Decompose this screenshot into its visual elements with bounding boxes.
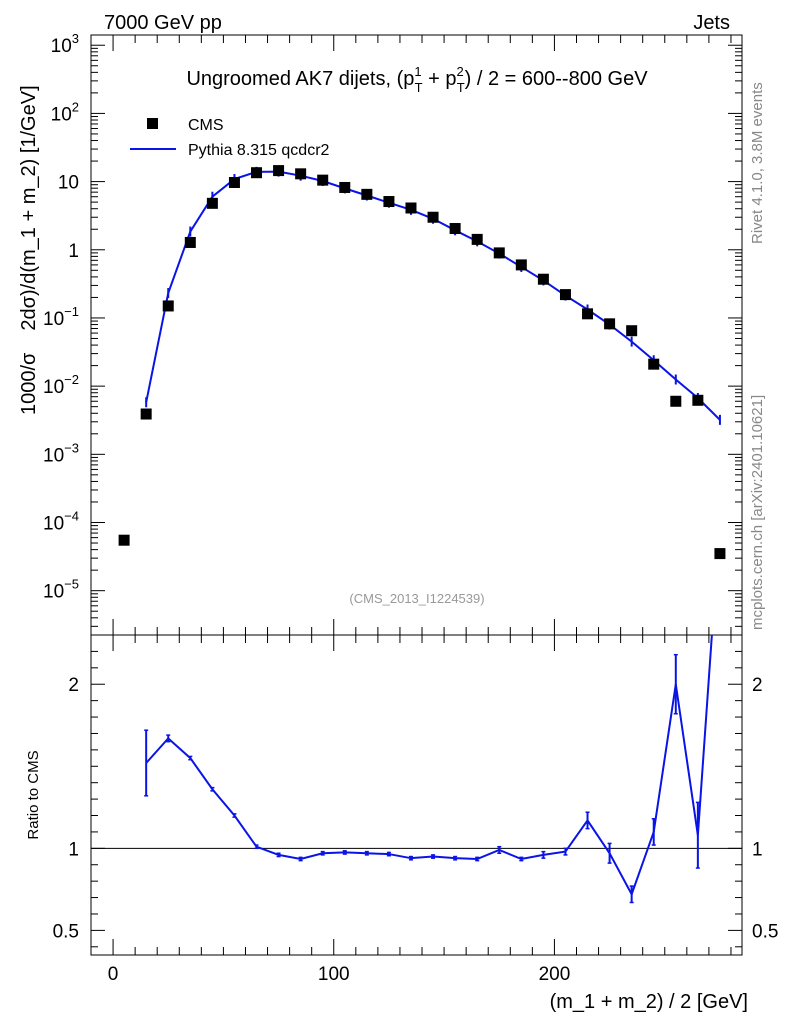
analysis-label: (CMS_2013_I1224539) [349,591,484,606]
y-tick-base: 10 [43,582,64,603]
ratio-y-tick-label-left: 2 [68,675,79,696]
legend-mc-label: Pythia 8.315 qcdcr2 [188,142,330,159]
y-tick-label: 10 [58,173,79,194]
y-tick-label: 10−3 [43,440,79,466]
ratio-axis-ticks [90,634,742,955]
ratio-y-tick-label-right: 2 [752,675,763,696]
data-point [714,548,726,560]
main-axis-ticks [90,35,742,635]
ratio-y-tick-label-left: 1 [68,839,79,860]
data-point [405,202,417,214]
ratio-y-tick-label-right: 0.5 [752,921,778,942]
y-tick-base: 10 [58,173,79,194]
data-point [162,300,174,312]
y-tick-label: 102 [51,99,79,125]
data-point [251,167,263,179]
y-tick-label: 103 [51,31,79,57]
legend-cms-marker [147,118,158,129]
data-point [295,168,307,180]
x-tick-label: 200 [539,964,571,985]
data-series [118,165,726,560]
title-part-2: + p [423,68,457,90]
y-tick-label: 10−2 [43,372,79,398]
y-tick-exponent: −5 [64,577,79,592]
title-sup-1: 1 [414,64,421,79]
main-y-axis-label-right: 2dσ)/d(m_1 + m_2) [1/GeV] [18,85,40,330]
data-point [515,259,527,271]
data-point [559,289,571,301]
data-point [339,181,351,193]
ratio-y-axis-label: Ratio to CMS [25,750,42,839]
y-tick-exponent: −2 [64,372,79,387]
data-point [118,534,130,546]
y-tick-exponent: −4 [64,509,79,524]
x-tick-labels: 0 100 200 [108,964,570,985]
data-point [273,165,285,177]
ratio-line [145,635,713,897]
ratio-y-tick-label-left: 0.5 [53,921,79,942]
header-beam: 7000 GeV pp [104,12,222,34]
data-point [471,233,483,245]
mc-series [145,166,721,425]
y-tick-base: 10 [43,514,64,535]
y-tick-base: 10 [51,36,72,57]
legend-cms-label: CMS [188,117,224,134]
rivet-label: Rivet 4.1.0, 3.8M events [749,82,766,244]
y-tick-base: 10 [43,309,64,330]
x-tick-label: 0 [108,964,119,985]
data-point [427,211,439,223]
y-tick-label: 10−4 [43,509,79,535]
title-sub-1: T [415,80,423,95]
data-point [228,176,240,188]
plot-title: Ungroomed AK7 dijets, (p1 T + p2 T) / 2 = … [186,64,648,95]
x-axis-label: (m_1 + m_2) / 2 [GeV] [550,991,748,1013]
y-tick-exponent: −1 [64,304,79,319]
main-y-axis-label: 1000/σ 2dσ)/d(m_1 + m_2) [1/GeV] [18,85,40,415]
x-tick-label: 100 [318,964,350,985]
main-y-axis-label-left: 1000/σ [18,352,40,415]
data-point [140,408,152,420]
y-tick-base: 10 [43,377,64,398]
y-tick-exponent: 2 [72,99,79,114]
y-tick-base: 10 [43,445,64,466]
title-sub-2: T [457,80,465,95]
data-point [493,247,505,259]
ratio-frame [90,634,743,956]
data-point [604,318,616,330]
data-point [317,174,329,186]
data-point [361,188,373,200]
ratio-y-tick-labels: 0.5 0.5 1 1 2 2 [53,675,779,942]
y-tick-base: 10 [51,104,72,125]
data-point [582,308,594,320]
mc-line [145,170,721,421]
data-point [537,273,549,285]
data-point [184,236,196,248]
y-tick-exponent: −3 [64,440,79,455]
title-part-3: ) / 2 = 600--800 GeV [465,68,649,90]
title-part-1: Ungroomed AK7 dijets, (p [186,68,414,90]
y-tick-exponent: 3 [72,31,79,46]
data-point [626,325,638,337]
ratio-series [144,635,713,904]
ratio-y-tick-label-right: 1 [752,839,763,860]
ratio-series-group [144,635,713,904]
y-tick-base: 1 [68,241,79,262]
title-sup-2: 2 [456,64,463,79]
data-point [449,223,461,235]
header-process: Jets [693,12,730,34]
y-tick-label: 10−5 [43,577,79,603]
data-point [692,394,704,406]
data-point [206,197,218,209]
data-point [383,196,395,208]
y-tick-label: 1 [68,241,79,262]
data-point [670,395,682,407]
mcplots-label: mcplots.cern.ch [arXiv:2401.10621] [749,395,766,630]
data-point [648,358,660,370]
y-tick-label: 10−1 [43,304,79,330]
ratio-panel: 0.5 0.5 1 1 2 2 0 100 200 Ratio to CMS (m_1 + m… [25,634,779,1013]
